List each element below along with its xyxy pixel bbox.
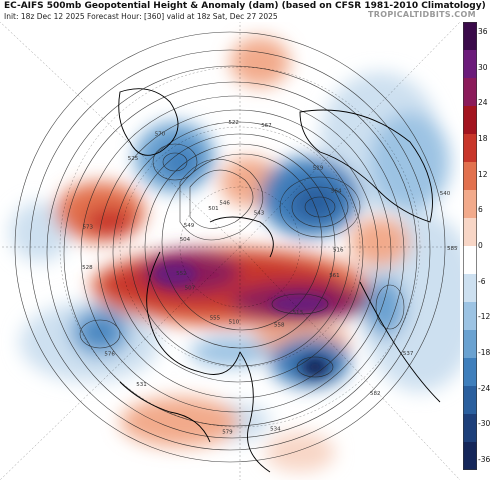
colorbar-swatch — [463, 302, 477, 331]
colorbar-tick-label: 18 — [478, 134, 488, 143]
colorbar-tick-label: 30 — [478, 62, 488, 72]
colorbar-swatch — [463, 358, 477, 387]
contour-label: 552 — [176, 271, 187, 277]
graticule — [0, 22, 460, 480]
page-title: EC-AIFS 500mb Geopotential Height & Anom… — [4, 1, 486, 11]
colorbar-swatch — [463, 50, 477, 79]
colorbar-tick-label: -12 — [478, 312, 491, 322]
contour-label: 537 — [403, 351, 414, 357]
colorbar-tick-label: -24 — [478, 383, 491, 393]
anomaly-colorbar — [463, 22, 477, 470]
contour-label: 558 — [274, 323, 285, 329]
hemispheric-map: 585 582 579 576 573 570 567 564 561 558 555 552 549 5… — [0, 22, 460, 480]
height-contours — [14, 31, 446, 463]
contour-label-group: 585 582 579 576 573 570 567 564 561 558 555 552 549 5… — [82, 120, 458, 435]
contour-label: 579 — [222, 430, 233, 436]
contour-label: 570 — [155, 131, 166, 137]
colorbar-tick-label: 12 — [478, 169, 488, 179]
contour-label: 549 — [184, 223, 195, 229]
colorbar-swatch — [463, 106, 477, 135]
contour-label: 522 — [228, 120, 239, 126]
contour-label: 543 — [254, 211, 265, 217]
contour-label: 585 — [447, 246, 458, 252]
contour-label: 567 — [261, 123, 272, 129]
colorbar-swatch — [463, 190, 477, 219]
colorbar-tick-label: -18 — [478, 348, 491, 357]
contour-label: 564 — [331, 188, 342, 194]
contour-label: 513 — [293, 310, 304, 316]
colorbar-swatch — [463, 134, 477, 163]
contour-label: 531 — [136, 382, 147, 388]
contour-label: 528 — [82, 265, 93, 271]
colorbar-tick-label: 0 — [478, 241, 483, 250]
anomaly-core — [153, 262, 330, 374]
colorbar-tick-label: 6 — [478, 205, 483, 215]
anomaly-shading — [10, 37, 460, 472]
contour-label: 555 — [210, 316, 221, 322]
colorbar-swatch — [463, 442, 477, 470]
forecast-info: Init: 18z Dec 12 2025 Forecast Hour: [36… — [4, 12, 278, 21]
colorbar-swatch — [463, 274, 477, 303]
contour-label: 510 — [229, 320, 240, 326]
contour-label: 507 — [185, 285, 196, 291]
contour-label: 525 — [128, 156, 139, 162]
colorbar-swatch — [463, 414, 477, 443]
colorbar-tick-label: 36 — [478, 27, 488, 36]
contour-label: 519 — [313, 165, 324, 171]
contour-label: 573 — [83, 225, 94, 231]
contour-label: 534 — [270, 427, 281, 433]
colorbar-swatch — [463, 162, 477, 191]
colorbar-swatch — [463, 78, 477, 107]
colorbar-swatch — [463, 246, 477, 275]
contour-label: 540 — [440, 191, 451, 197]
colorbar-swatch — [463, 22, 477, 51]
contour-label: 546 — [219, 201, 230, 207]
contour-label: 582 — [370, 391, 381, 397]
colorbar-tick-label: 24 — [478, 98, 488, 108]
contour-label: 504 — [180, 237, 191, 243]
contour-label: 561 — [329, 273, 340, 279]
contour-label: 501 — [208, 206, 219, 212]
colorbar-border — [463, 22, 477, 470]
contour-label: 576 — [104, 352, 115, 358]
colorbar-tick-label: -36 — [478, 455, 491, 464]
contour-label: 516 — [333, 248, 344, 254]
site-credit: TROPICALTIDBITS.COM — [368, 10, 476, 19]
colorbar-tick-label: -6 — [478, 276, 486, 286]
coastlines — [118, 88, 441, 473]
colorbar-swatch — [463, 218, 477, 247]
colorbar-swatch — [463, 330, 477, 359]
colorbar-swatch — [463, 386, 477, 415]
colorbar-tick-label: -30 — [478, 419, 491, 429]
